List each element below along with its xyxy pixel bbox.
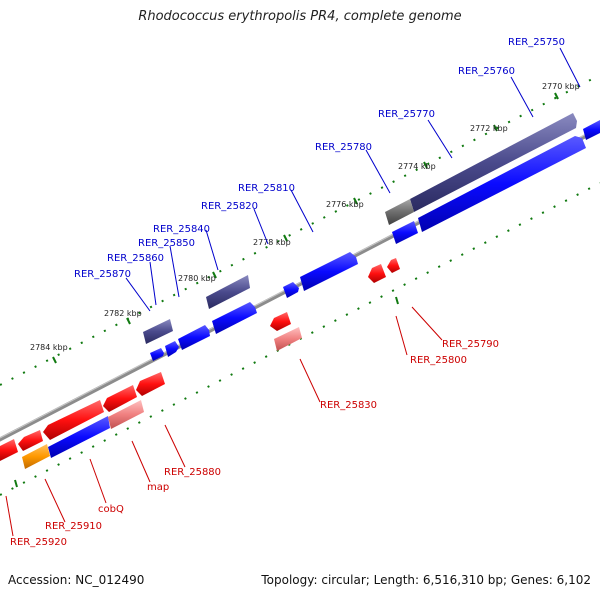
scale-labels: 2770 kbp 2772 kbp 2774 kbp 2776 kbp 2778… <box>30 82 580 352</box>
cds-feature[interactable] <box>300 252 358 291</box>
gene-label[interactable]: RER_25800 <box>410 355 467 366</box>
cds-feature[interactable] <box>48 416 110 458</box>
gene-label[interactable]: RER_25760 <box>458 66 515 77</box>
major-ticks <box>14 92 559 488</box>
gene-label[interactable]: RER_25750 <box>508 37 565 48</box>
cds-feature[interactable] <box>583 120 600 140</box>
cds-feature[interactable] <box>418 136 586 232</box>
cds-feature[interactable] <box>368 264 386 283</box>
cds-feature[interactable] <box>283 282 299 298</box>
cds-feature[interactable] <box>103 385 137 412</box>
gene-label[interactable]: RER_25850 <box>138 238 195 249</box>
cds-feature[interactable] <box>392 221 418 244</box>
forward-cds-track <box>48 120 600 458</box>
kbp-label-2780: 2780 kbp <box>178 274 216 283</box>
gene-label[interactable]: RER_25920 <box>10 537 67 548</box>
kbp-label-2774: 2774 kbp <box>398 162 436 171</box>
gene-label[interactable]: RER_25910 <box>45 521 102 532</box>
reverse-labels: RER_25790 RER_25800 RER_25830 RER_25880 … <box>10 339 499 548</box>
reverse-gene-track <box>22 327 302 469</box>
map-title: Rhodococcus erythropolis PR4, complete g… <box>138 9 462 24</box>
cds-feature[interactable] <box>387 258 400 273</box>
forward-gene-track <box>143 113 577 344</box>
gene-feature[interactable] <box>385 199 414 225</box>
kbp-label-2782: 2782 kbp <box>104 309 142 318</box>
cds-feature[interactable] <box>165 341 179 357</box>
genome-info-text: Topology: circular; Length: 6,516,310 bp… <box>261 573 591 587</box>
cds-feature[interactable] <box>212 302 257 334</box>
gene-label[interactable]: RER_25810 <box>238 183 295 194</box>
cds-feature[interactable] <box>150 348 164 361</box>
kbp-label-2776: 2776 kbp <box>326 200 364 209</box>
gene-label[interactable]: RER_25820 <box>201 201 258 212</box>
gene-label[interactable]: RER_25860 <box>107 253 164 264</box>
gene-feature[interactable] <box>274 327 302 351</box>
gene-label[interactable]: cobQ <box>98 504 124 515</box>
kbp-label-2778: 2778 kbp <box>253 238 291 247</box>
gene-label[interactable]: RER_25870 <box>74 269 131 280</box>
gene-label[interactable]: map <box>147 482 169 493</box>
reverse-cds-track <box>0 258 400 461</box>
forward-label-leaders <box>125 47 581 312</box>
gene-feature[interactable] <box>410 113 577 212</box>
gene-label[interactable]: RER_25770 <box>378 109 435 120</box>
kbp-label-2772: 2772 kbp <box>470 124 508 133</box>
kbp-label-2784: 2784 kbp <box>30 343 68 352</box>
gene-feature[interactable] <box>206 275 250 309</box>
gene-feature[interactable] <box>143 319 173 344</box>
gene-feature[interactable] <box>22 444 50 469</box>
cds-feature[interactable] <box>0 439 18 461</box>
cds-feature[interactable] <box>270 312 291 331</box>
accession-text: Accession: NC_012490 <box>8 573 145 587</box>
cds-feature[interactable] <box>178 325 210 350</box>
kbp-label-2770: 2770 kbp <box>542 82 580 91</box>
gene-feature[interactable] <box>108 400 144 429</box>
gene-label[interactable]: RER_25830 <box>320 400 377 411</box>
cds-feature[interactable] <box>136 372 165 396</box>
gene-label[interactable]: RER_25880 <box>164 467 221 478</box>
gene-label[interactable]: RER_25780 <box>315 142 372 153</box>
gene-label[interactable]: RER_25790 <box>442 339 499 350</box>
gene-label[interactable]: RER_25840 <box>153 224 210 235</box>
reverse-label-leaders <box>5 306 443 537</box>
forward-labels: RER_25750 RER_25760 RER_25770 RER_25780 … <box>74 37 565 280</box>
cds-feature[interactable] <box>43 400 104 440</box>
cds-feature[interactable] <box>18 430 43 451</box>
